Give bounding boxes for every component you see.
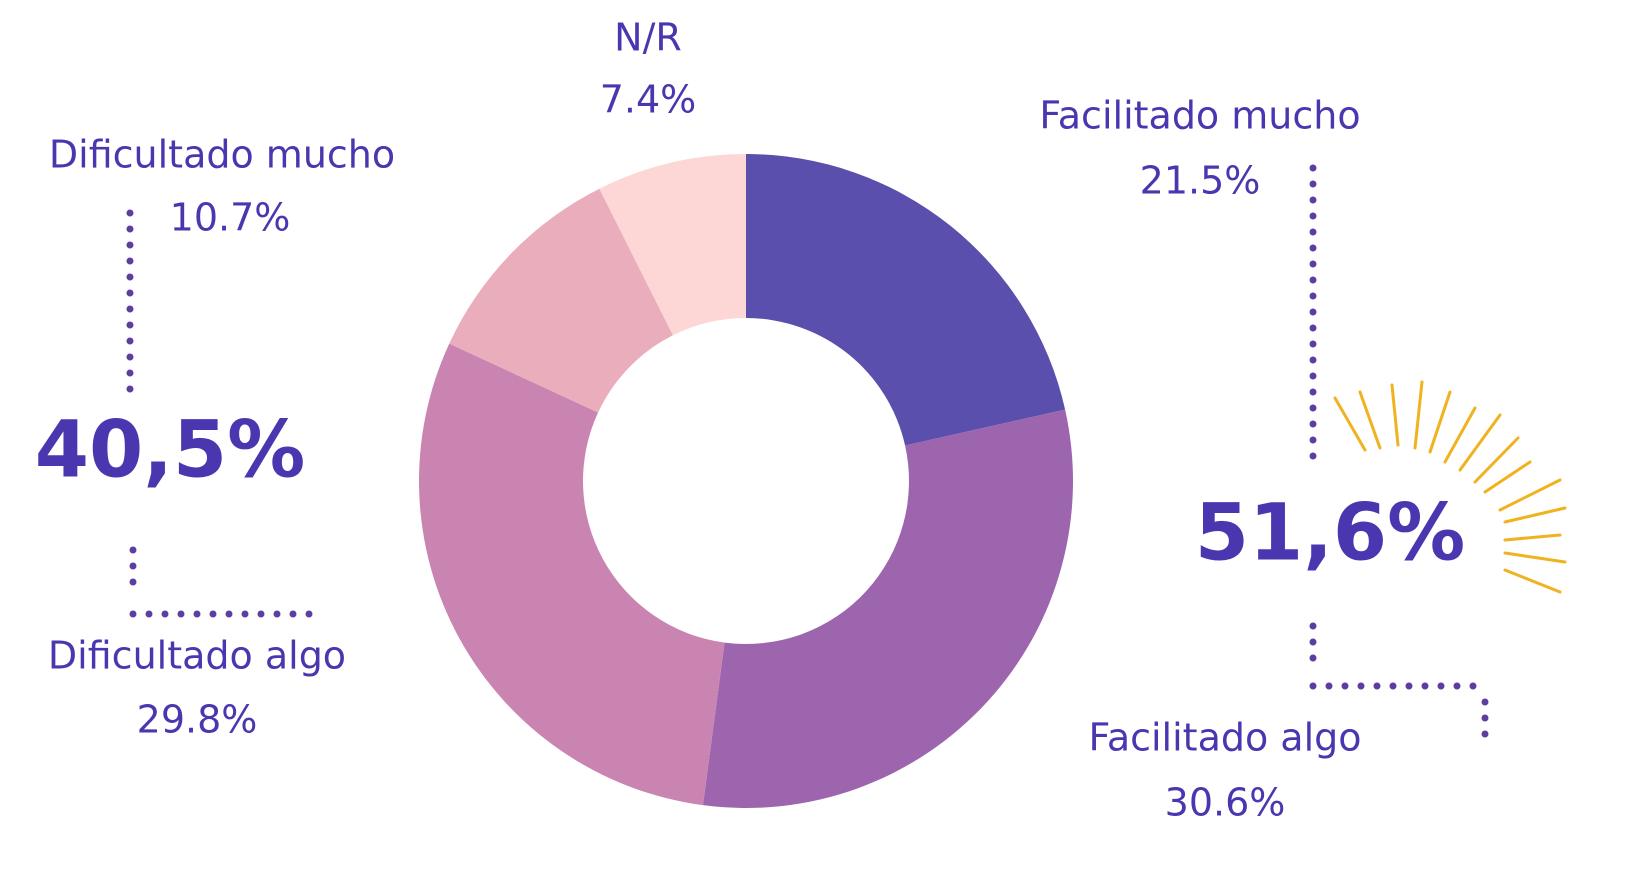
ray (1458, 413, 1502, 472)
connector-lines (126, 164, 1489, 752)
slice-value-label: 10.7% (170, 196, 291, 240)
donut-slice (702, 409, 1073, 808)
ray (1473, 436, 1520, 484)
annotation: 40,5% (35, 405, 306, 495)
donut-slice (418, 343, 725, 806)
slice-value-label: 30.6% (1165, 781, 1286, 825)
ray (1413, 380, 1424, 450)
ray (1390, 383, 1400, 447)
slice-label: Dificultado mucho (49, 133, 395, 177)
ray (1503, 568, 1562, 594)
slice-label: Facilitado algo (1088, 716, 1361, 760)
slice-label: Facilitado mucho (1039, 94, 1360, 138)
slice-value-label: 29.8% (137, 698, 258, 742)
donut-slice (746, 154, 1066, 446)
donut-slice (599, 154, 746, 336)
ray (1503, 551, 1567, 564)
donut-slice (449, 188, 673, 413)
slice-label: N/R (614, 16, 682, 60)
ray (1498, 478, 1562, 512)
ray (1358, 390, 1382, 450)
ray (1428, 390, 1452, 454)
slice-value-label: 21.5% (1140, 159, 1261, 203)
annotation: 51,6% (1195, 488, 1466, 578)
ray (1443, 406, 1477, 464)
ray (1503, 506, 1567, 524)
ray (1483, 460, 1532, 494)
ray (1333, 396, 1367, 452)
sunburst (1333, 380, 1567, 594)
slice-label: Dificultado algo (48, 634, 346, 678)
slice-value-label: 7.4% (600, 78, 697, 122)
ray (1503, 533, 1562, 542)
